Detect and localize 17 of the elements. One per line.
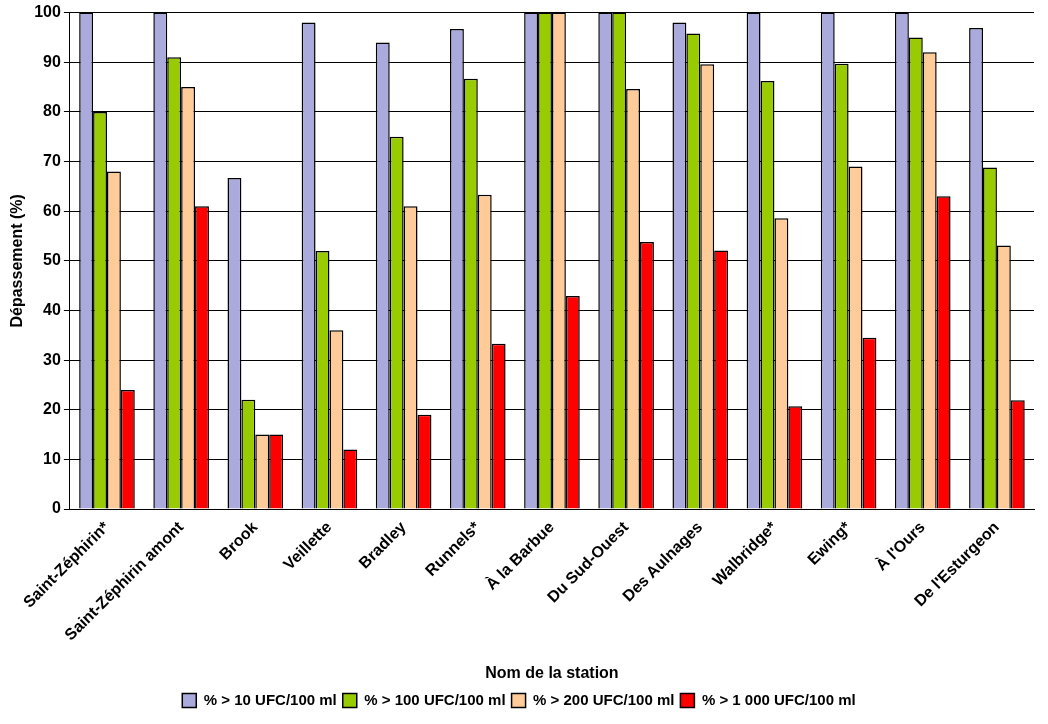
y-axis-title: Dépassement (%) <box>8 194 26 328</box>
legend-label: % > 1 000 UFC/100 ml <box>701 690 856 708</box>
y-tick-label: 40 <box>43 300 61 318</box>
legend-label: % > 200 UFC/100 ml <box>533 690 675 708</box>
y-tick-label: 20 <box>43 400 61 418</box>
y-tick-label: 10 <box>43 449 61 467</box>
legend-label: % > 10 UFC/100 ml <box>203 690 337 708</box>
legend-label: % > 100 UFC/100 ml <box>364 690 506 708</box>
y-tick-label: 80 <box>43 102 61 120</box>
y-tick-label: 70 <box>43 151 61 169</box>
y-tick-label: 30 <box>43 350 61 368</box>
y-tick-label: 60 <box>43 201 61 219</box>
y-tick-label: 90 <box>43 52 61 70</box>
y-tick-label: 50 <box>43 251 61 269</box>
y-tick-label: 100 <box>34 3 61 21</box>
x-axis-title: Nom de la station <box>485 663 619 681</box>
y-tick-label: 0 <box>51 499 61 517</box>
